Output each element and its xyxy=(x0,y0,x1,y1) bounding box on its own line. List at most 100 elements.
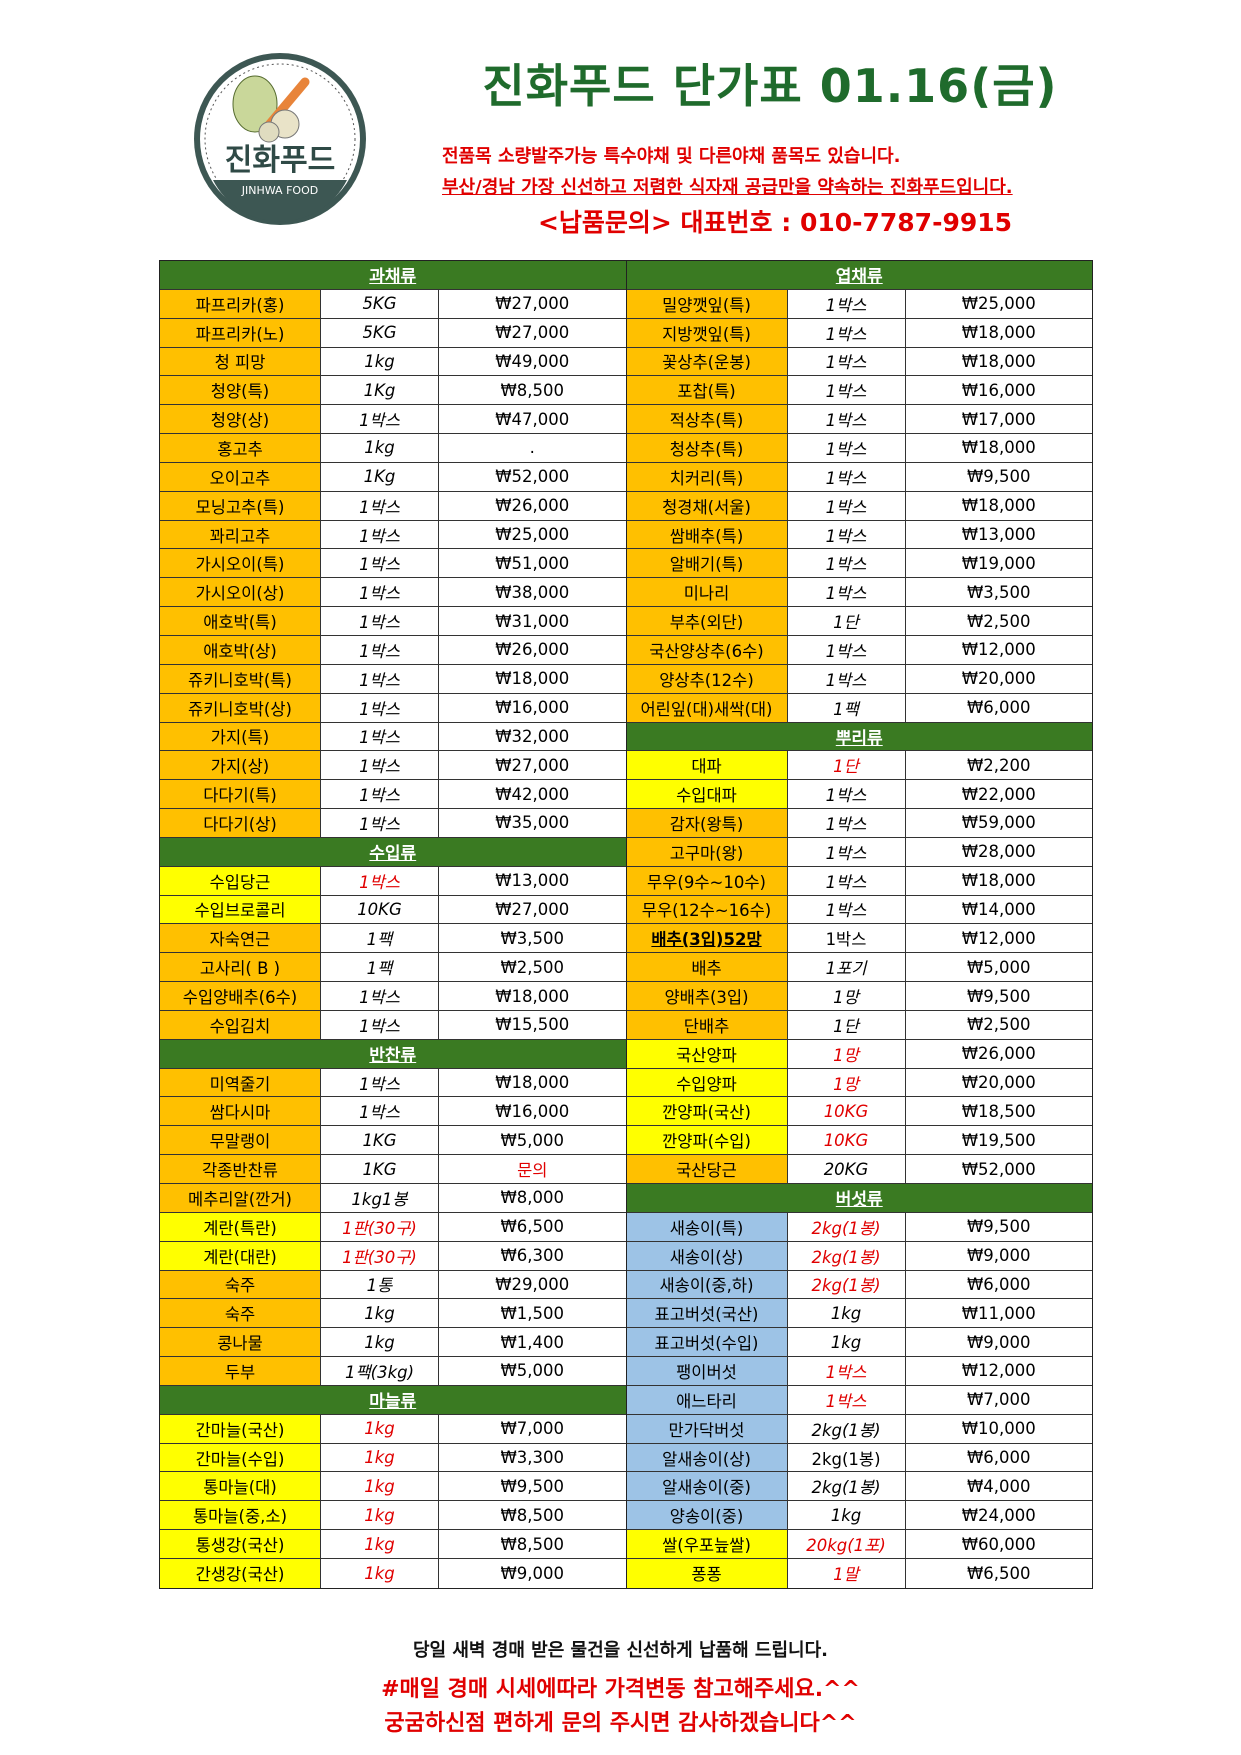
table-row: 포찹(특) 1박스 ₩16,000 xyxy=(626,376,1092,406)
item-price: ₩12,000 xyxy=(961,1361,1036,1381)
item-unit: 1팩(3kg) xyxy=(321,1357,439,1385)
item-price: ₩47,000 xyxy=(495,409,570,429)
item-unit: 1박스 xyxy=(788,578,906,607)
table-row: 무우(9수~10수) 1박스 ₩18,000 xyxy=(626,866,1092,896)
category-header-row: 반찬류 xyxy=(160,1039,626,1069)
item-price: ₩52,000 xyxy=(961,1159,1036,1179)
item-name: 청 피망 xyxy=(160,347,321,376)
item-price: ₩8,000 xyxy=(500,1188,565,1208)
table-row: 감자(왕특) 1박스 ₩59,000 xyxy=(626,809,1092,838)
item-name: 양상추(12수) xyxy=(626,664,788,693)
item-name: 통마늘(중,소) xyxy=(160,1501,321,1530)
item-price: ₩12,000 xyxy=(961,640,1036,660)
table-row: 오이고추 1Kg ₩52,000 xyxy=(160,462,626,492)
item-unit: 1박스 xyxy=(788,462,906,491)
item-price: ₩9,500 xyxy=(500,1476,565,1496)
table-row: 부추(외단) 1단 ₩2,500 xyxy=(626,607,1092,636)
table-row: 수입양파 1망 ₩20,000 xyxy=(626,1068,1092,1098)
item-name: 가시오이(상) xyxy=(160,578,321,607)
table-row: 무우(12수~16수) 1박스 ₩14,000 xyxy=(626,895,1092,925)
table-row: 팽이버섯 1박스 ₩12,000 xyxy=(626,1357,1092,1386)
item-unit: 1단 xyxy=(788,751,906,780)
item-unit: 1박스 xyxy=(788,1385,906,1414)
item-name: 알새송이(상) xyxy=(626,1443,788,1472)
item-unit: 1망 xyxy=(788,1068,906,1097)
table-row: 쥬키니호박(특) 1박스 ₩18,000 xyxy=(160,664,626,694)
item-name: 무우(9수~10수) xyxy=(626,866,788,895)
item-unit: 20kg(1포) xyxy=(788,1530,906,1558)
item-unit: 1박스 xyxy=(788,491,906,520)
item-price: ₩9,000 xyxy=(966,1246,1031,1266)
item-unit: 1박스 xyxy=(788,635,906,664)
table-row: 새송이(중,하) 2kg(1봉) ₩6,000 xyxy=(626,1270,1092,1300)
item-price: 문의 xyxy=(517,1161,548,1181)
item-unit: 1판(30구) xyxy=(321,1212,439,1241)
table-row: 파프리카(노) 5KG ₩27,000 xyxy=(160,318,626,348)
item-price: ₩16,000 xyxy=(495,1101,570,1121)
item-unit: 1팩 xyxy=(788,693,906,722)
item-unit: 1팩 xyxy=(321,924,439,953)
item-unit: 1박스 xyxy=(788,405,906,434)
item-price: ₩24,000 xyxy=(961,1505,1036,1525)
item-name: 밀양깻잎(특) xyxy=(626,289,788,318)
table-row: 청양(특) 1Kg ₩8,500 xyxy=(160,376,626,406)
item-price: ₩3,500 xyxy=(966,582,1031,602)
item-price: ₩1,400 xyxy=(500,1332,565,1352)
table-row: 콩나물 1kg ₩1,400 xyxy=(160,1328,626,1358)
item-unit: 2kg(1봉) xyxy=(788,1270,906,1299)
item-unit: 1kg xyxy=(321,1328,439,1357)
category-header: 뿌리류 xyxy=(835,728,883,749)
table-row: 두부 1팩(3kg) ₩5,000 xyxy=(160,1357,626,1386)
item-unit: 1박스 xyxy=(788,549,906,578)
item-name: 가지(특) xyxy=(160,722,321,751)
item-price: ₩35,000 xyxy=(495,813,570,833)
table-row: 가시오이(특) 1박스 ₩51,000 xyxy=(160,549,626,579)
item-unit: 2kg(1봉) xyxy=(788,1472,906,1501)
item-price: ₩18,000 xyxy=(961,871,1036,891)
item-unit: 2kg(1봉) xyxy=(788,1212,906,1241)
item-name: 청상추(특) xyxy=(626,434,788,462)
table-row: 통마늘(중,소) 1kg ₩8,500 xyxy=(160,1501,626,1531)
item-name: 간마늘(국산) xyxy=(160,1414,321,1443)
item-name: 애호박(특) xyxy=(160,607,321,635)
category-header-row: 수입류 xyxy=(160,837,626,867)
item-unit: 5KG xyxy=(321,289,439,318)
category-header: 엽채류 xyxy=(835,267,883,288)
item-price: ₩6,500 xyxy=(500,1217,565,1237)
item-price: ₩27,000 xyxy=(495,755,570,775)
item-name: 통생강(국산) xyxy=(160,1530,321,1558)
item-name: 홍고추 xyxy=(160,434,321,462)
category-header-row: 마늘류 xyxy=(160,1385,626,1415)
item-price: ₩27,000 xyxy=(495,294,570,314)
item-unit: 1kg xyxy=(321,1414,439,1443)
item-unit: 1박스 xyxy=(788,289,906,318)
table-row: 단배추 1단 ₩2,500 xyxy=(626,1010,1092,1040)
item-price: ₩6,000 xyxy=(966,1448,1031,1468)
item-unit: 1박스 xyxy=(788,347,906,376)
item-name: 청양(상) xyxy=(160,405,321,434)
item-unit: 1팩 xyxy=(321,953,439,982)
item-unit: 1포기 xyxy=(788,953,906,982)
item-name: 쥬키니호박(상) xyxy=(160,693,321,722)
item-price: ₩26,000 xyxy=(961,1044,1036,1064)
table-row: 알새송이(상) 2kg(1봉) ₩6,000 xyxy=(626,1443,1092,1473)
item-name: 모닝고추(특) xyxy=(160,491,321,520)
item-price: ₩28,000 xyxy=(961,842,1036,862)
item-price: ₩12,000 xyxy=(961,928,1036,948)
item-unit: 1망 xyxy=(788,982,906,1010)
page-title: 진화푸드 단가표 01.16(금) xyxy=(482,59,1058,113)
category-header-row: 뿌리류 xyxy=(626,722,1092,752)
item-name: 무말랭이 xyxy=(160,1126,321,1155)
item-name: 새송이(중,하) xyxy=(626,1270,788,1299)
table-row: 통마늘(대) 1kg ₩9,500 xyxy=(160,1472,626,1502)
category-header: 버섯류 xyxy=(835,1190,883,1211)
table-row: 만가닥버섯 2kg(1봉) ₩10,000 xyxy=(626,1414,1092,1444)
item-unit: 1박스 xyxy=(321,520,439,549)
table-row: 깐양파(국산) 10KG ₩18,500 xyxy=(626,1097,1092,1127)
table-row: 수입김치 1박스 ₩15,500 xyxy=(160,1010,626,1040)
item-unit: 1KG xyxy=(321,1155,439,1183)
item-price: ₩26,000 xyxy=(495,640,570,660)
item-unit: 1박스 xyxy=(321,751,439,780)
item-name: 새송이(특) xyxy=(626,1212,788,1241)
item-price: ₩18,000 xyxy=(495,1073,570,1093)
